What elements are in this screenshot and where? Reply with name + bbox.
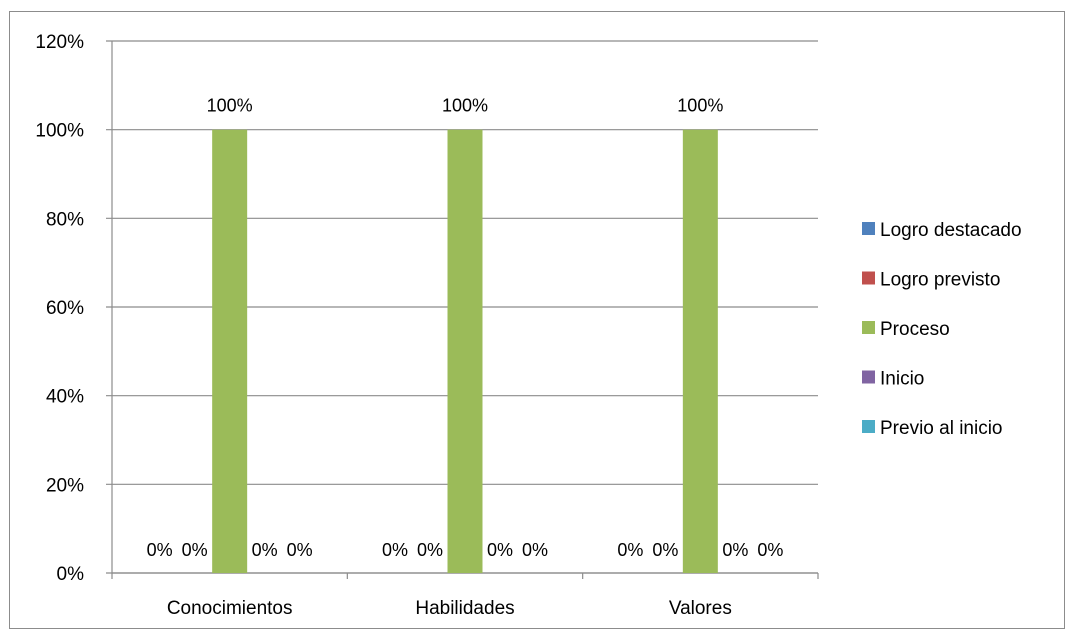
y-tick-label: 120% <box>35 32 84 53</box>
data-label: 0% <box>182 540 208 560</box>
y-tick-label: 20% <box>46 475 84 496</box>
data-label: 0% <box>252 540 278 560</box>
data-label: 0% <box>487 540 513 560</box>
legend-label: Inicio <box>880 369 924 390</box>
data-label: 0% <box>417 540 443 560</box>
data-label: 0% <box>652 540 678 560</box>
data-label: 0% <box>287 540 313 560</box>
y-tick-label: 80% <box>46 209 84 230</box>
data-label: 0% <box>757 540 783 560</box>
legend-swatch <box>862 271 875 285</box>
data-label: 0% <box>617 540 643 560</box>
data-label: 100% <box>207 96 253 116</box>
category-label: Habilidades <box>415 598 514 619</box>
legend-swatch <box>862 420 875 433</box>
data-label: 100% <box>677 96 723 116</box>
bar <box>212 129 248 573</box>
data-label: 0% <box>382 540 408 560</box>
category-label: Conocimientos <box>167 598 293 619</box>
category-label: Valores <box>669 598 732 619</box>
legend-label: Proceso <box>880 319 950 340</box>
bar <box>682 129 718 573</box>
chart-frame <box>9 11 1065 629</box>
y-tick-label: 100% <box>35 121 84 142</box>
legend-label: Logro destacado <box>880 220 1022 241</box>
data-label: 0% <box>522 540 548 560</box>
legend-swatch <box>862 321 875 334</box>
data-label: 0% <box>722 540 748 560</box>
data-label: 100% <box>442 96 488 116</box>
y-tick-label: 60% <box>46 298 84 319</box>
data-label: 0% <box>147 540 173 560</box>
legend-label: Logro previsto <box>880 270 1000 291</box>
bar <box>447 129 483 573</box>
legend-label: Previo al inicio <box>880 418 1003 439</box>
legend-swatch <box>862 222 875 235</box>
y-tick-label: 40% <box>46 387 84 408</box>
y-tick-label: 0% <box>57 564 85 585</box>
legend-swatch <box>862 370 875 384</box>
